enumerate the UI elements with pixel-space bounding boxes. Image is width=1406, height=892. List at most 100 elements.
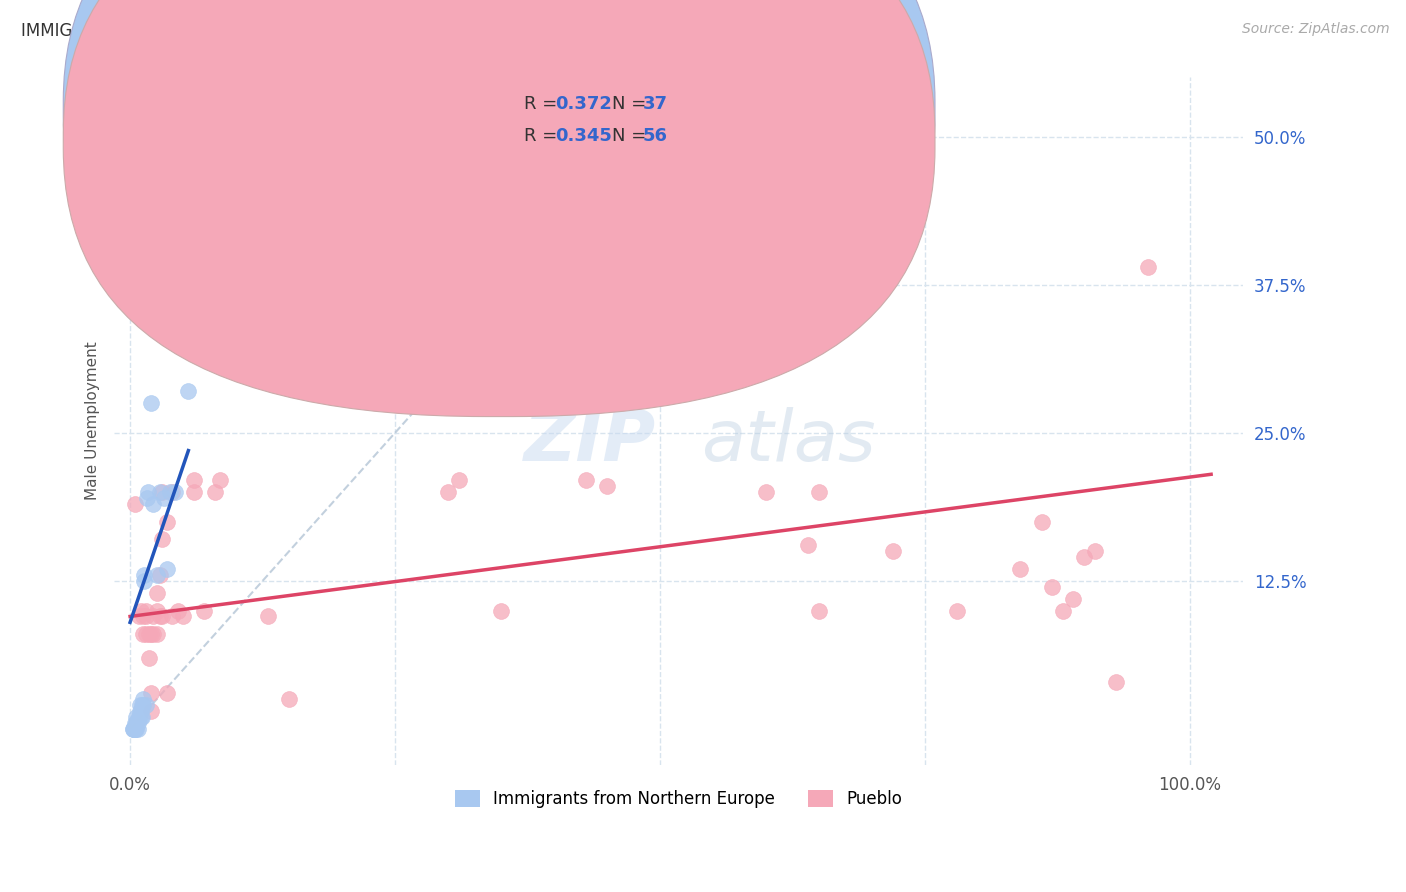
Point (127, 722, 149, 736)
Point (125, 722, 148, 736)
Point (149, 568, 172, 582)
Point (150, 609, 173, 624)
Point (162, 485, 184, 500)
Point (149, 609, 172, 624)
Point (135, 603, 157, 617)
Text: 37: 37 (643, 95, 668, 113)
Point (204, 485, 226, 500)
Point (132, 568, 155, 582)
Point (156, 686, 179, 700)
Point (131, 710, 153, 724)
Point (149, 485, 172, 500)
Point (882, 544, 904, 558)
Point (124, 722, 146, 736)
Point (122, 722, 145, 736)
Point (129, 710, 152, 724)
Point (159, 485, 181, 500)
Point (135, 609, 157, 624)
Text: R =: R = (524, 128, 564, 145)
Text: 0.372: 0.372 (555, 95, 612, 113)
Y-axis label: Male Unemployment: Male Unemployment (86, 342, 100, 500)
Point (127, 716, 149, 731)
Point (124, 722, 146, 736)
Point (145, 603, 167, 617)
Point (257, 609, 280, 624)
Point (132, 627, 155, 641)
Text: R =: R = (524, 95, 564, 113)
Point (596, 479, 619, 493)
Text: N =: N = (612, 128, 651, 145)
Point (183, 473, 205, 487)
Point (437, 485, 460, 500)
Point (193, 603, 215, 617)
Point (131, 698, 153, 713)
Point (172, 609, 194, 624)
Point (1073, 550, 1095, 565)
Point (129, 603, 152, 617)
Point (172, 212, 194, 227)
Point (135, 627, 157, 641)
Point (150, 485, 173, 500)
Point (136, 491, 159, 505)
Point (177, 384, 200, 399)
Point (807, 603, 830, 617)
Point (1052, 603, 1074, 617)
Point (132, 692, 155, 706)
Point (129, 704, 152, 718)
Point (136, 485, 159, 500)
Point (209, 473, 232, 487)
Point (128, 609, 150, 624)
Point (1105, 674, 1128, 689)
Point (1031, 515, 1053, 529)
Point (150, 533, 173, 547)
Point (575, 473, 598, 487)
Point (132, 574, 155, 588)
Point (128, 710, 150, 724)
Text: atlas: atlas (702, 407, 876, 476)
Point (1010, 562, 1032, 576)
Point (145, 568, 167, 582)
Point (138, 627, 160, 641)
Point (128, 698, 150, 713)
Point (145, 586, 167, 600)
Point (125, 716, 148, 731)
Point (153, 491, 176, 505)
Point (166, 603, 188, 617)
Text: 56: 56 (643, 128, 668, 145)
Point (183, 485, 205, 500)
Text: ZIP: ZIP (523, 407, 657, 476)
Point (142, 497, 165, 511)
Point (135, 698, 157, 713)
Point (141, 627, 163, 641)
Point (141, 704, 163, 718)
Point (145, 627, 167, 641)
Point (807, 485, 830, 500)
Point (142, 627, 165, 641)
Point (125, 710, 148, 724)
Point (124, 716, 146, 731)
Point (141, 686, 163, 700)
Text: IMMIGRANTS FROM NORTHERN EUROPE VS PUEBLO MALE UNEMPLOYMENT CORRELATION CHART: IMMIGRANTS FROM NORTHERN EUROPE VS PUEBL… (21, 22, 830, 40)
Point (755, 485, 778, 500)
Point (132, 609, 155, 624)
Point (128, 710, 150, 724)
Point (163, 485, 186, 500)
Point (124, 722, 146, 736)
Point (278, 692, 301, 706)
Text: N =: N = (612, 95, 651, 113)
Text: 0.345: 0.345 (555, 128, 612, 145)
Point (1062, 591, 1084, 606)
Text: Source: ZipAtlas.com: Source: ZipAtlas.com (1241, 22, 1389, 37)
Point (132, 698, 155, 713)
Point (124, 722, 146, 736)
Point (141, 396, 163, 410)
Point (156, 515, 179, 529)
Point (945, 603, 967, 617)
Point (1136, 260, 1159, 274)
Point (447, 473, 470, 487)
Point (156, 562, 179, 576)
Point (128, 704, 150, 718)
Legend: Immigrants from Northern Europe, Pueblo: Immigrants from Northern Europe, Pueblo (449, 783, 910, 814)
Point (124, 497, 146, 511)
Point (142, 609, 165, 624)
